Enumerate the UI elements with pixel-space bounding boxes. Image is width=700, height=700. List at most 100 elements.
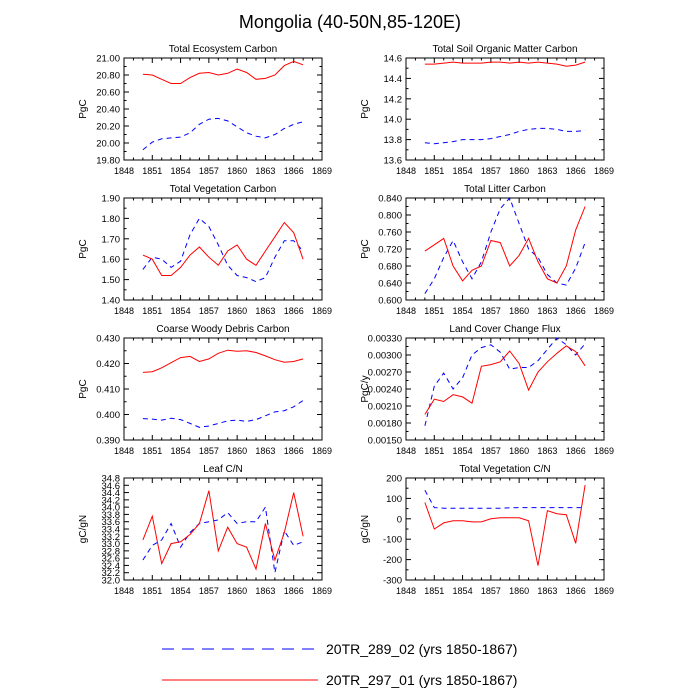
x-tick-label: 1854 — [171, 166, 191, 176]
y-tick-label: 21.00 — [96, 54, 120, 65]
y-tick-label: 34.0 — [102, 503, 121, 514]
panel-title: Total Vegetation Carbon — [170, 184, 277, 195]
y-tick-label: 0.760 — [378, 228, 402, 239]
x-tick-label: 1869 — [594, 166, 614, 176]
y-tick-label: 200 — [386, 474, 402, 485]
x-tick-label: 1851 — [424, 166, 444, 176]
y-axis-label: PgC — [360, 99, 371, 118]
x-tick-label: 1860 — [509, 586, 529, 596]
x-tick-label: 1848 — [114, 166, 134, 176]
x-tick-label: 1866 — [566, 586, 586, 596]
series-line-20TR_297_01 — [142, 490, 304, 571]
y-tick-label: 32.2 — [102, 568, 121, 579]
y-tick-label: 32.0 — [102, 576, 121, 587]
panel-title: Total Soil Organic Matter Carbon — [432, 44, 577, 55]
x-tick-label: 1866 — [566, 446, 586, 456]
x-tick-label: 1848 — [396, 166, 416, 176]
x-tick-label: 1854 — [171, 446, 191, 456]
x-tick-label: 1863 — [255, 586, 275, 596]
y-tick-label: 20.00 — [96, 139, 120, 150]
x-tick-label: 1857 — [199, 446, 219, 456]
series-line-20TR_289_02 — [142, 117, 304, 151]
series-line-20TR_289_02 — [424, 489, 586, 509]
y-axis-label: PgC — [78, 99, 89, 118]
y-tick-label: 0.00300 — [368, 351, 402, 362]
x-tick-label: 1854 — [453, 306, 473, 316]
x-tick-label: 1866 — [284, 586, 304, 596]
y-tick-label: 32.4 — [102, 561, 121, 572]
y-tick-label: 20.60 — [96, 88, 120, 99]
y-tick-label: 0.600 — [378, 296, 402, 307]
x-tick-label: 1851 — [424, 446, 444, 456]
x-tick-label: 1866 — [566, 166, 586, 176]
y-tick-label: -300 — [383, 576, 402, 587]
series-line-20TR_297_01 — [424, 206, 586, 284]
x-tick-label: 1857 — [481, 446, 501, 456]
y-tick-label: 34.6 — [102, 481, 121, 492]
legend-label-red: 20TR_297_01 (yrs 1850-1867) — [326, 672, 517, 688]
series-line-20TR_289_02 — [424, 337, 586, 426]
x-tick-label: 1869 — [312, 586, 332, 596]
series-line-20TR_297_01 — [424, 345, 586, 415]
y-axis-label: gC/gN — [78, 515, 89, 543]
plot-frame — [123, 57, 323, 161]
y-tick-label: 1.40 — [102, 296, 121, 307]
y-tick-label: 0.640 — [378, 279, 402, 290]
x-tick-label: 1857 — [481, 586, 501, 596]
y-tick-label: 0.410 — [96, 385, 120, 396]
x-tick-label: 1869 — [312, 446, 332, 456]
x-tick-label: 1860 — [509, 166, 529, 176]
x-tick-label: 1851 — [424, 586, 444, 596]
y-tick-label: 20.80 — [96, 71, 120, 82]
x-tick-label: 1866 — [284, 446, 304, 456]
x-tick-label: 1854 — [453, 446, 473, 456]
x-tick-label: 1851 — [142, 166, 162, 176]
series-line-20TR_297_01 — [424, 485, 586, 566]
y-tick-label: 0.400 — [96, 410, 120, 421]
y-tick-label: 0.00270 — [368, 368, 402, 379]
x-tick-label: 1869 — [594, 306, 614, 316]
series-line-20TR_297_01 — [142, 349, 304, 373]
series-line-20TR_289_02 — [424, 197, 586, 294]
plot-frame — [123, 477, 323, 581]
x-tick-label: 1857 — [481, 166, 501, 176]
panel-title: Leaf C/N — [203, 464, 242, 475]
chart-panel: Total Ecosystem Carbon 1848 1851 1854 1857 18… — [78, 44, 332, 176]
x-tick-label: 1854 — [453, 586, 473, 596]
y-tick-label: 100 — [386, 494, 402, 505]
panels: Total Ecosystem Carbon 1848 1851 1854 1857 18… — [78, 44, 614, 596]
y-tick-label: 0.800 — [378, 211, 402, 222]
panel-title: Total Litter Carbon — [464, 184, 546, 195]
y-tick-label: 20.20 — [96, 122, 120, 133]
y-tick-label: 34.8 — [102, 474, 121, 485]
y-tick-label: 0.840 — [378, 194, 402, 205]
y-tick-label: -100 — [383, 535, 402, 546]
x-tick-label: 1854 — [171, 306, 191, 316]
series-line-20TR_289_02 — [142, 217, 304, 283]
chart-panel: Land Cover Change Flux 1848 1851 1854 1857 18… — [360, 324, 614, 456]
x-tick-label: 1848 — [114, 586, 134, 596]
x-tick-label: 1851 — [142, 586, 162, 596]
plot-frame — [123, 337, 323, 441]
x-tick-label: 1860 — [227, 446, 247, 456]
panel-title: Total Ecosystem Carbon — [169, 44, 277, 55]
x-tick-label: 1863 — [255, 306, 275, 316]
y-axis-label: PgC — [78, 379, 89, 398]
x-tick-label: 1848 — [114, 446, 134, 456]
y-tick-label: 32.8 — [102, 546, 121, 557]
legend: 20TR_289_02 (yrs 1850-1867) 20TR_297_01 … — [162, 641, 517, 688]
y-axis-label: PgC — [360, 239, 371, 258]
chart-panel: Total Litter Carbon 1848 1851 1854 1857 1860 1… — [360, 184, 614, 316]
plot-frame — [405, 57, 605, 161]
y-tick-label: 19.80 — [96, 156, 120, 167]
y-tick-label: 0.390 — [96, 436, 120, 447]
y-tick-label: 33.6 — [102, 517, 121, 528]
chart-panel: Total Vegetation Carbon 1848 1851 1854 1857 1… — [78, 184, 332, 316]
x-tick-label: 1860 — [509, 306, 529, 316]
x-tick-label: 1860 — [227, 586, 247, 596]
x-tick-label: 1869 — [594, 446, 614, 456]
series-line-20TR_289_02 — [142, 400, 304, 428]
y-tick-label: 34.2 — [102, 495, 121, 506]
y-tick-label: 33.2 — [102, 532, 121, 543]
plot-frame — [405, 337, 605, 441]
